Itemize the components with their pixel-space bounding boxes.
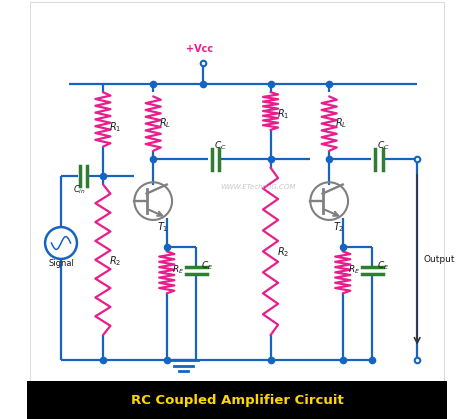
Text: $R_1$: $R_1$ bbox=[277, 107, 289, 121]
Text: $T_1$: $T_1$ bbox=[157, 220, 169, 234]
Text: Signal: Signal bbox=[48, 259, 74, 268]
Text: RC Coupled Amplifier Circuit: RC Coupled Amplifier Circuit bbox=[131, 393, 343, 407]
Text: $C_C$: $C_C$ bbox=[377, 140, 390, 152]
Text: +Vcc: +Vcc bbox=[186, 44, 213, 54]
Text: $R_L$: $R_L$ bbox=[159, 116, 172, 129]
Text: WWW.ETechnoG.COM: WWW.ETechnoG.COM bbox=[220, 184, 296, 189]
FancyBboxPatch shape bbox=[27, 381, 447, 419]
Text: $C_C$: $C_C$ bbox=[214, 140, 227, 152]
Text: $R_L$: $R_L$ bbox=[336, 116, 347, 129]
Text: $T_2$: $T_2$ bbox=[333, 220, 345, 234]
Text: $C_{in}$: $C_{in}$ bbox=[73, 184, 86, 196]
Text: $R_1$: $R_1$ bbox=[109, 120, 122, 134]
Text: $C_E$: $C_E$ bbox=[377, 259, 390, 272]
Text: Output: Output bbox=[423, 255, 455, 264]
Text: $C_E$: $C_E$ bbox=[201, 259, 213, 272]
Text: $R_2$: $R_2$ bbox=[277, 246, 289, 259]
Text: $R_2$: $R_2$ bbox=[109, 254, 121, 268]
Text: $R_E$: $R_E$ bbox=[348, 264, 360, 276]
Text: $R_E$: $R_E$ bbox=[172, 264, 184, 276]
